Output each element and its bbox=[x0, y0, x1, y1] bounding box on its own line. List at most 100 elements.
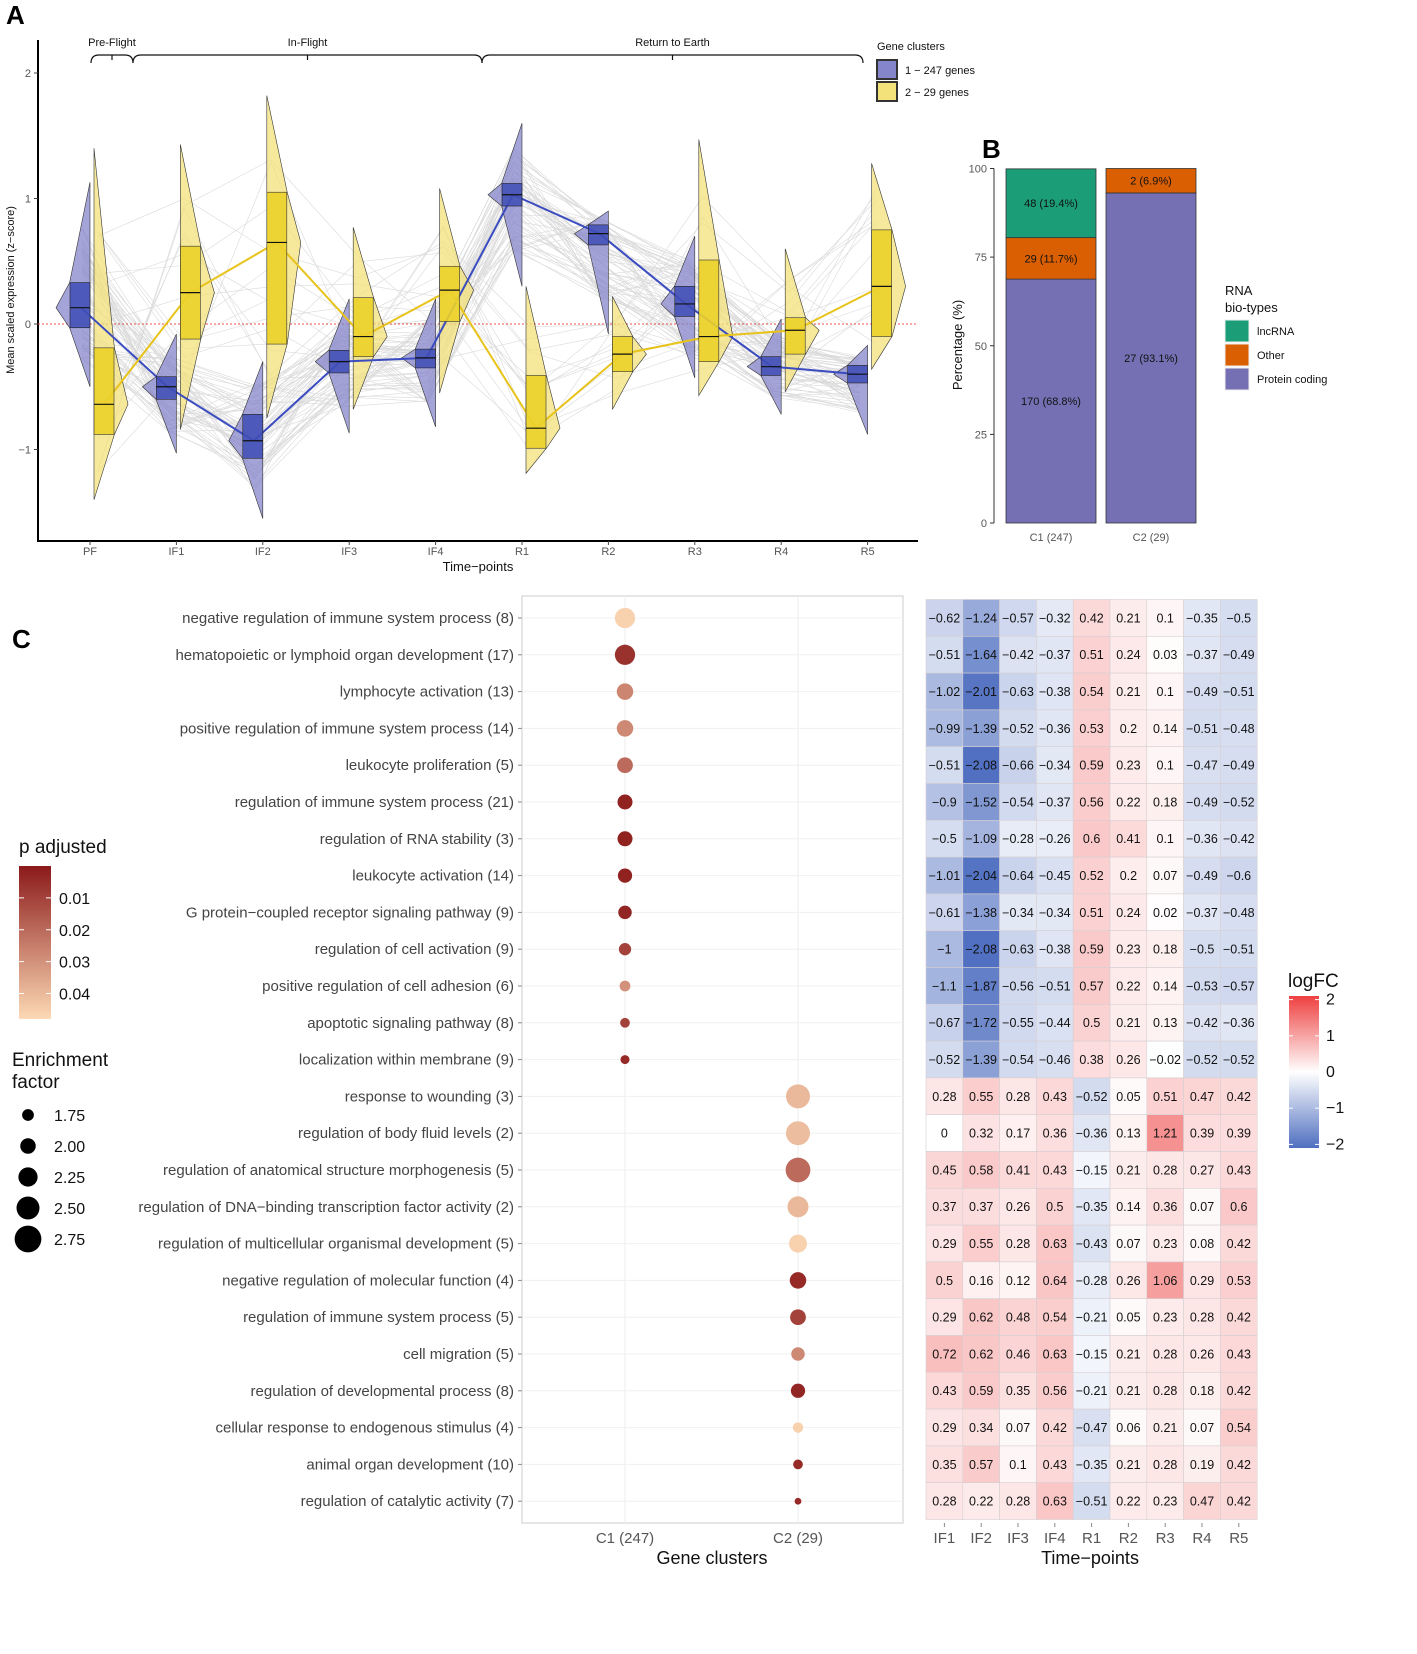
cluster2-box bbox=[871, 229, 892, 337]
heatmap-cell-label: 0.53 bbox=[1227, 1274, 1251, 1288]
x-axis-title: Time−points bbox=[1041, 1548, 1139, 1568]
cluster1-box bbox=[588, 224, 609, 246]
heatmap-cell-label: 0.51 bbox=[1079, 648, 1103, 662]
x-tick-label: C2 (29) bbox=[1133, 532, 1170, 544]
go-term-label: leukocyte proliferation (5) bbox=[346, 757, 514, 774]
heatmap-cell-label: −0.34 bbox=[1039, 759, 1071, 773]
x-tick-label: R4 bbox=[774, 546, 788, 558]
heatmap-cell bbox=[1220, 1445, 1258, 1484]
go-term-dot bbox=[616, 720, 634, 737]
heatmap-cell bbox=[1183, 967, 1221, 1005]
heatmap-cell bbox=[925, 746, 964, 784]
gene-trajectory-line bbox=[97, 266, 876, 419]
heatmap-cell bbox=[1183, 1077, 1221, 1116]
heatmap-cell-label: 0.54 bbox=[1043, 1311, 1067, 1325]
heatmap-cell bbox=[1146, 1224, 1184, 1263]
heatmap-cell-label: −1.39 bbox=[965, 1053, 997, 1067]
heatmap-cell-label: −0.37 bbox=[1186, 906, 1218, 920]
go-term-label: cell migration (5) bbox=[403, 1346, 514, 1363]
heatmap-cell bbox=[1146, 1114, 1184, 1152]
heatmap-cell-label: −0.36 bbox=[1223, 1016, 1255, 1030]
cluster1-box bbox=[69, 282, 91, 329]
heatmap-cell-label: −0.49 bbox=[1186, 685, 1218, 699]
phase-in-flight-label: In-Flight bbox=[288, 37, 328, 49]
heatmap-cell-label: −0.37 bbox=[1039, 795, 1071, 809]
heatmap-cell-label: 0.52 bbox=[1079, 869, 1103, 883]
heatmap-cell-label: −0.35 bbox=[1186, 611, 1218, 625]
go-term-label: leukocyte activation (14) bbox=[352, 868, 514, 885]
heatmap-cell bbox=[1146, 1445, 1184, 1484]
cluster1-box bbox=[674, 286, 696, 317]
heatmap-cell bbox=[1072, 1151, 1111, 1189]
heatmap-cell-label: −1.09 bbox=[965, 832, 997, 846]
heatmap-cell-label: 0.43 bbox=[1227, 1347, 1251, 1361]
heatmap-cell bbox=[1109, 1003, 1148, 1042]
heatmap-cell-label: −0.48 bbox=[1223, 722, 1255, 736]
heatmap-cell-label: 0.56 bbox=[1043, 1384, 1067, 1398]
heatmap-cell bbox=[962, 635, 1000, 674]
heatmap-cell-label: 0.17 bbox=[1006, 1127, 1030, 1141]
heatmap-cell bbox=[1109, 672, 1148, 711]
heatmap-cell bbox=[1072, 856, 1111, 895]
heatmap-cell-label: −0.32 bbox=[1039, 611, 1071, 625]
heatmap-cell bbox=[1036, 856, 1074, 895]
heatmap-cell-label: 0.22 bbox=[969, 1495, 993, 1509]
go-term-dot bbox=[785, 1157, 811, 1183]
heatmap-cell-label: −0.15 bbox=[1076, 1347, 1108, 1361]
heatmap-cell-label: 0.07 bbox=[1153, 869, 1177, 883]
heatmap-cell bbox=[1183, 1335, 1221, 1373]
heatmap-cell bbox=[925, 1408, 964, 1447]
heatmap-cell-label: −0.51 bbox=[1186, 722, 1218, 736]
heatmap-cell bbox=[1183, 819, 1221, 858]
heatmap-cell bbox=[962, 1298, 1000, 1336]
legend-swatch-cluster1 bbox=[876, 59, 898, 80]
legend-size-dot bbox=[14, 1225, 42, 1253]
go-term-label: lymphocyte activation (13) bbox=[340, 684, 514, 701]
heatmap-cell-label: −0.62 bbox=[929, 611, 961, 625]
legend-logfc-colorbar bbox=[1289, 996, 1319, 1148]
go-term-label: regulation of multicellular organismal d… bbox=[158, 1236, 514, 1253]
heatmap-cell bbox=[962, 819, 1000, 858]
heatmap-cell-label: −0.9 bbox=[932, 795, 957, 809]
phase-pre-flight-label: Pre-Flight bbox=[88, 37, 136, 49]
x-tick-label: IF1 bbox=[168, 546, 184, 558]
heatmap-cell-label: −2.08 bbox=[965, 943, 997, 957]
heatmap-cell bbox=[1036, 1445, 1074, 1484]
heatmap-cell-label: −0.53 bbox=[1186, 979, 1218, 993]
heatmap-cell-label: −2.04 bbox=[965, 869, 997, 883]
legend-size-label: 2.25 bbox=[54, 1170, 85, 1187]
heatmap-cell bbox=[1183, 709, 1221, 748]
cluster2-box bbox=[784, 317, 806, 355]
heatmap-cell bbox=[925, 1003, 964, 1042]
heatmap-cell bbox=[1146, 930, 1184, 968]
heatmap-cell-label: 1.06 bbox=[1153, 1274, 1177, 1288]
heatmap-cell-label: 0.26 bbox=[1116, 1274, 1140, 1288]
heatmap-cell-label: 0.26 bbox=[1116, 1053, 1140, 1067]
heatmap-cell-label: −0.45 bbox=[1039, 869, 1071, 883]
gene-trajectory-line bbox=[81, 176, 860, 443]
heatmap-cell-label: −0.34 bbox=[1039, 906, 1071, 920]
heatmap-cell bbox=[1036, 1335, 1074, 1373]
heatmap-cell bbox=[925, 1445, 964, 1484]
phase-in-flight-brace bbox=[132, 54, 483, 64]
go-term-label: regulation of DNA−binding transcription … bbox=[138, 1199, 514, 1216]
heatmap-cell bbox=[1220, 1003, 1258, 1042]
heatmap-cell-label: 0.23 bbox=[1116, 759, 1140, 773]
heatmap-cell-label: 0.18 bbox=[1153, 943, 1177, 957]
heatmap-cell bbox=[925, 930, 964, 968]
x-tick-label: R1 bbox=[515, 546, 529, 558]
heatmap-cell-label: 0.39 bbox=[1190, 1127, 1214, 1141]
legend-size-dot bbox=[22, 1109, 34, 1121]
heatmap-cell bbox=[1036, 635, 1074, 674]
heatmap-cell-label: 0.5 bbox=[1083, 1016, 1100, 1030]
go-term-label: positive regulation of cell adhesion (6) bbox=[262, 978, 514, 995]
heatmap-cell bbox=[1072, 1003, 1111, 1042]
go-term-dot bbox=[618, 905, 632, 920]
gene-trajectory-line bbox=[81, 195, 860, 438]
gene-trajectory-line bbox=[97, 250, 876, 436]
heatmap-cell-label: −0.54 bbox=[1002, 1053, 1034, 1067]
heatmap-cell bbox=[1036, 746, 1074, 784]
heatmap-cell-label: 0.42 bbox=[1227, 1495, 1251, 1509]
panel-a-violin-plot: −1 0 1 2 Mean scaled expression (z−score) PF I… bbox=[5, 37, 976, 574]
heatmap-cell bbox=[999, 1298, 1037, 1336]
